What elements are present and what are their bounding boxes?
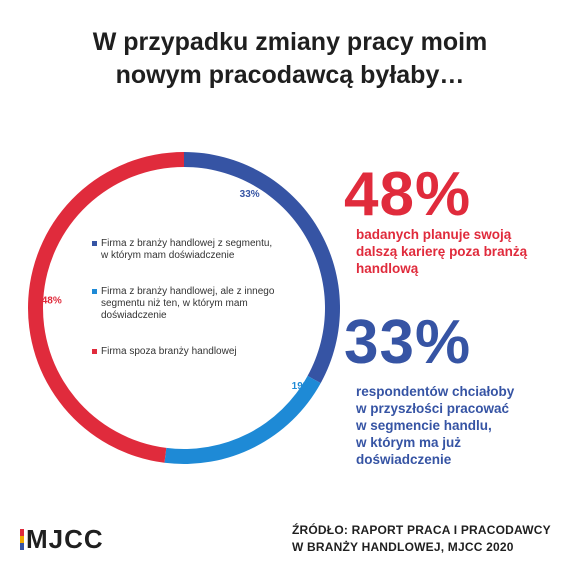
stat-text-outside: badanych planuje swoją dalszą karierę po…	[356, 226, 527, 277]
slice-label-same-segment: 33%	[240, 189, 260, 200]
slice-label-outside-industry: 48%	[42, 296, 62, 307]
stat-number-same-segment: 33%	[344, 308, 472, 377]
stat-text-line: respondentów chciałoby	[356, 384, 515, 399]
source-line: ŹRÓDŁO: RAPORT PRACA I PRACODAWCY	[292, 523, 551, 537]
stat-text-line: handlową	[356, 261, 419, 276]
logo-text: MJCC	[26, 524, 104, 554]
legend-swatch	[92, 349, 97, 354]
legend-text: segmentu niż ten, w którym mam	[101, 298, 248, 309]
legend-text: Firma z branży handlowej, ale z innego	[101, 286, 275, 297]
stat-text-line: dalszą karierę poza branżą	[356, 244, 528, 259]
legend-item-same-segment: Firma z branży handlowej z segmentu, w k…	[92, 238, 292, 262]
legend-text: w którym mam doświadczenie	[101, 250, 235, 261]
page-title: W przypadku zmiany pracy moim nowym prac…	[40, 26, 540, 92]
stat-text-line: doświadczenie	[356, 452, 452, 467]
chart-legend: Firma z branży handlowej z segmentu, w k…	[92, 238, 292, 358]
stat-text-line: badanych planuje swoją	[356, 227, 512, 242]
legend-item-outside-industry: Firma spoza branży handlowej	[92, 346, 292, 358]
legend-text: Firma z branży handlowej z segmentu,	[101, 238, 273, 249]
legend-swatch	[92, 289, 97, 294]
stat-text-line: w przyszłości pracować	[356, 401, 510, 416]
stat-text-line: w segmencie handlu,	[356, 418, 492, 433]
logo-color-bars	[20, 528, 24, 550]
donut-slice-same-segment	[184, 152, 340, 384]
slice-label-other-segment: 19%	[292, 381, 312, 392]
mjcc-logo: MJCC	[20, 526, 104, 552]
legend-swatch	[92, 241, 97, 246]
source-line: W BRANŻY HANDLOWEJ, MJCC 2020	[292, 540, 514, 554]
legend-text: Firma spoza branży handlowej	[101, 346, 237, 357]
stat-text-line: w którym ma już	[356, 435, 462, 450]
stat-text-same-segment: respondentów chciałoby w przyszłości pra…	[356, 383, 514, 468]
donut-slice-other-segment	[164, 375, 321, 465]
legend-item-other-segment: Firma z branży handlowej, ale z innego s…	[92, 286, 292, 322]
title-line-1: W przypadku zmiany pracy moim	[92, 28, 488, 56]
title-line-2: nowym pracodawcą byłaby…	[115, 61, 465, 89]
source-note: ŹRÓDŁO: RAPORT PRACA I PRACODAWCY W BRAN…	[292, 522, 551, 556]
stat-number-outside: 48%	[344, 160, 472, 229]
legend-text: doświadczenie	[101, 310, 167, 321]
